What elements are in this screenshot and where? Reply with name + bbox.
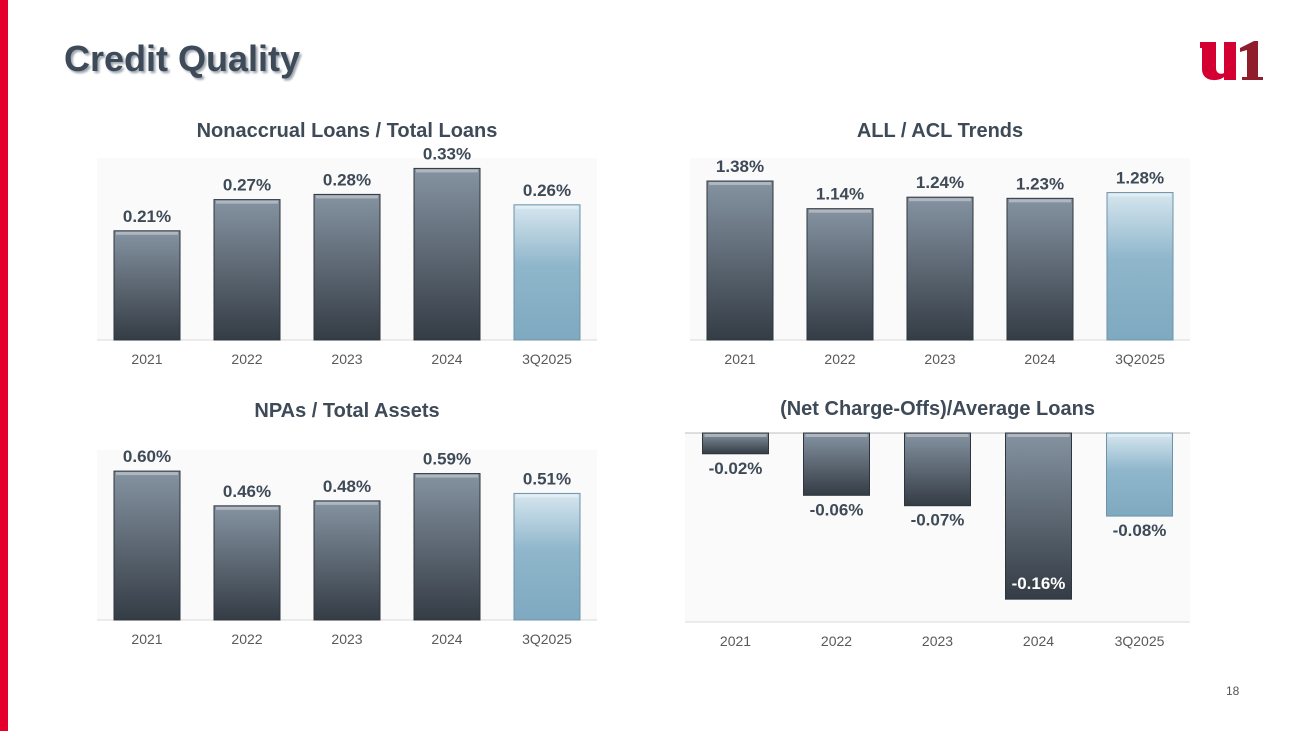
bar-bevel	[516, 494, 578, 498]
data-label: 1.38%	[716, 157, 764, 176]
x-tick-label: 2023	[331, 631, 362, 647]
bar-bevel	[1007, 434, 1070, 437]
bar	[413, 167, 481, 341]
data-label: 0.59%	[423, 450, 471, 469]
chart-title: (Net Charge-Offs)/Average Loans	[780, 398, 1095, 420]
bar-bevel	[709, 182, 771, 186]
data-label: -0.16%	[1012, 574, 1066, 593]
bar	[413, 473, 481, 621]
data-label: 1.28%	[1116, 169, 1164, 188]
bar-bevel	[909, 198, 971, 202]
data-label: 0.46%	[223, 482, 271, 501]
bar-bevel	[116, 231, 178, 235]
chart-title: Nonaccrual Loans / Total Loans	[196, 120, 498, 142]
accent-bar	[0, 0, 8, 731]
bar	[113, 470, 181, 621]
bar	[906, 196, 974, 341]
data-label: 1.23%	[1016, 174, 1064, 193]
x-tick-label: 3Q2025	[1115, 351, 1165, 367]
x-tick-label: 2024	[1023, 633, 1054, 649]
x-tick-label: 2023	[331, 351, 362, 367]
x-tick-label: 2024	[431, 631, 462, 647]
bar-bevel	[116, 472, 178, 476]
page-title: Credit Quality	[64, 38, 301, 79]
data-label: 0.51%	[523, 469, 571, 488]
x-tick-label: 2022	[824, 351, 855, 367]
bar	[806, 208, 874, 341]
bar	[1106, 432, 1173, 517]
data-label: -0.06%	[810, 500, 864, 519]
data-label: 0.60%	[123, 447, 171, 466]
x-tick-label: 3Q2025	[1115, 633, 1165, 649]
bar	[1005, 432, 1072, 600]
bar	[313, 193, 381, 341]
x-tick-label: 2024	[1024, 351, 1055, 367]
x-tick-label: 2022	[821, 633, 852, 649]
all-acl-chart: ALL / ACL Trends 1.38% 2021 1.14% 2022 1.24%…	[690, 118, 1190, 378]
bar-bevel	[1108, 434, 1171, 437]
x-tick-label: 2023	[924, 351, 955, 367]
chart-svg: 1.38% 2021 1.14% 2022 1.24% 2023 1.23% 2024 1.28…	[690, 157, 1190, 367]
x-tick-label: 2022	[231, 351, 262, 367]
x-tick-label: 3Q2025	[522, 631, 572, 647]
data-label: 1.24%	[916, 173, 964, 192]
bar	[706, 180, 774, 341]
bar-bevel	[416, 169, 478, 173]
chart-title: NPAs / Total Assets	[254, 400, 440, 422]
bar-bevel	[1009, 199, 1071, 203]
bar-bevel	[1109, 193, 1171, 197]
data-label: -0.07%	[911, 511, 965, 530]
data-label: 1.14%	[816, 185, 864, 204]
bar-bevel	[805, 434, 868, 437]
x-tick-label: 2021	[131, 631, 162, 647]
nonaccrual-chart: Nonaccrual Loans / Total Loans 0.21% 2021…	[97, 118, 597, 378]
x-tick-label: 2021	[720, 633, 751, 649]
chart-svg: 0.60% 2021 0.46% 2022 0.48% 2023 0.59% 2024 0.51…	[97, 447, 597, 647]
x-tick-label: 2024	[431, 351, 462, 367]
page-number: 18	[1226, 684, 1240, 698]
bar	[313, 500, 381, 621]
bar-bevel	[516, 205, 578, 209]
chart-svg: -0.02% 2021 -0.06% 2022 -0.07% 2023 -0.16% 2024…	[685, 432, 1190, 649]
data-label: 0.28%	[323, 170, 371, 189]
bar-bevel	[906, 434, 969, 437]
x-tick-label: 3Q2025	[522, 351, 572, 367]
npa-chart: NPAs / Total Assets 0.60% 2021 0.46% 2022 0.…	[97, 398, 597, 658]
data-label: 0.21%	[123, 207, 171, 226]
data-label: 0.27%	[223, 176, 271, 195]
bar-bevel	[704, 434, 767, 437]
company-logo	[1200, 41, 1263, 81]
x-tick-label: 2021	[131, 351, 162, 367]
bar	[904, 432, 971, 507]
bar	[513, 204, 581, 341]
data-label: 0.33%	[423, 144, 471, 163]
bar-bevel	[216, 200, 278, 204]
data-label: 0.26%	[523, 181, 571, 200]
bar	[1106, 192, 1174, 341]
data-label: -0.02%	[709, 459, 763, 478]
chart-title: ALL / ACL Trends	[856, 120, 1024, 142]
x-tick-label: 2023	[922, 633, 953, 649]
x-tick-label: 2022	[231, 631, 262, 647]
bar	[213, 199, 281, 341]
bar-bevel	[809, 209, 871, 213]
nco-chart: (Net Charge-Offs)/Average Loans -0.02% 20…	[685, 396, 1190, 656]
chart-svg: 0.21% 2021 0.27% 2022 0.28% 2023 0.33% 2024 0.26…	[97, 144, 597, 367]
data-label: 0.48%	[323, 477, 371, 496]
bar	[213, 505, 281, 621]
bar	[113, 230, 181, 341]
bar-bevel	[416, 474, 478, 478]
bar-bevel	[316, 195, 378, 199]
bar	[803, 432, 870, 496]
bar	[513, 492, 581, 621]
bar-bevel	[316, 501, 378, 505]
data-label: -0.08%	[1113, 521, 1167, 540]
bar	[1006, 197, 1074, 341]
bar-bevel	[216, 506, 278, 510]
x-tick-label: 2021	[724, 351, 755, 367]
bar	[702, 432, 769, 455]
